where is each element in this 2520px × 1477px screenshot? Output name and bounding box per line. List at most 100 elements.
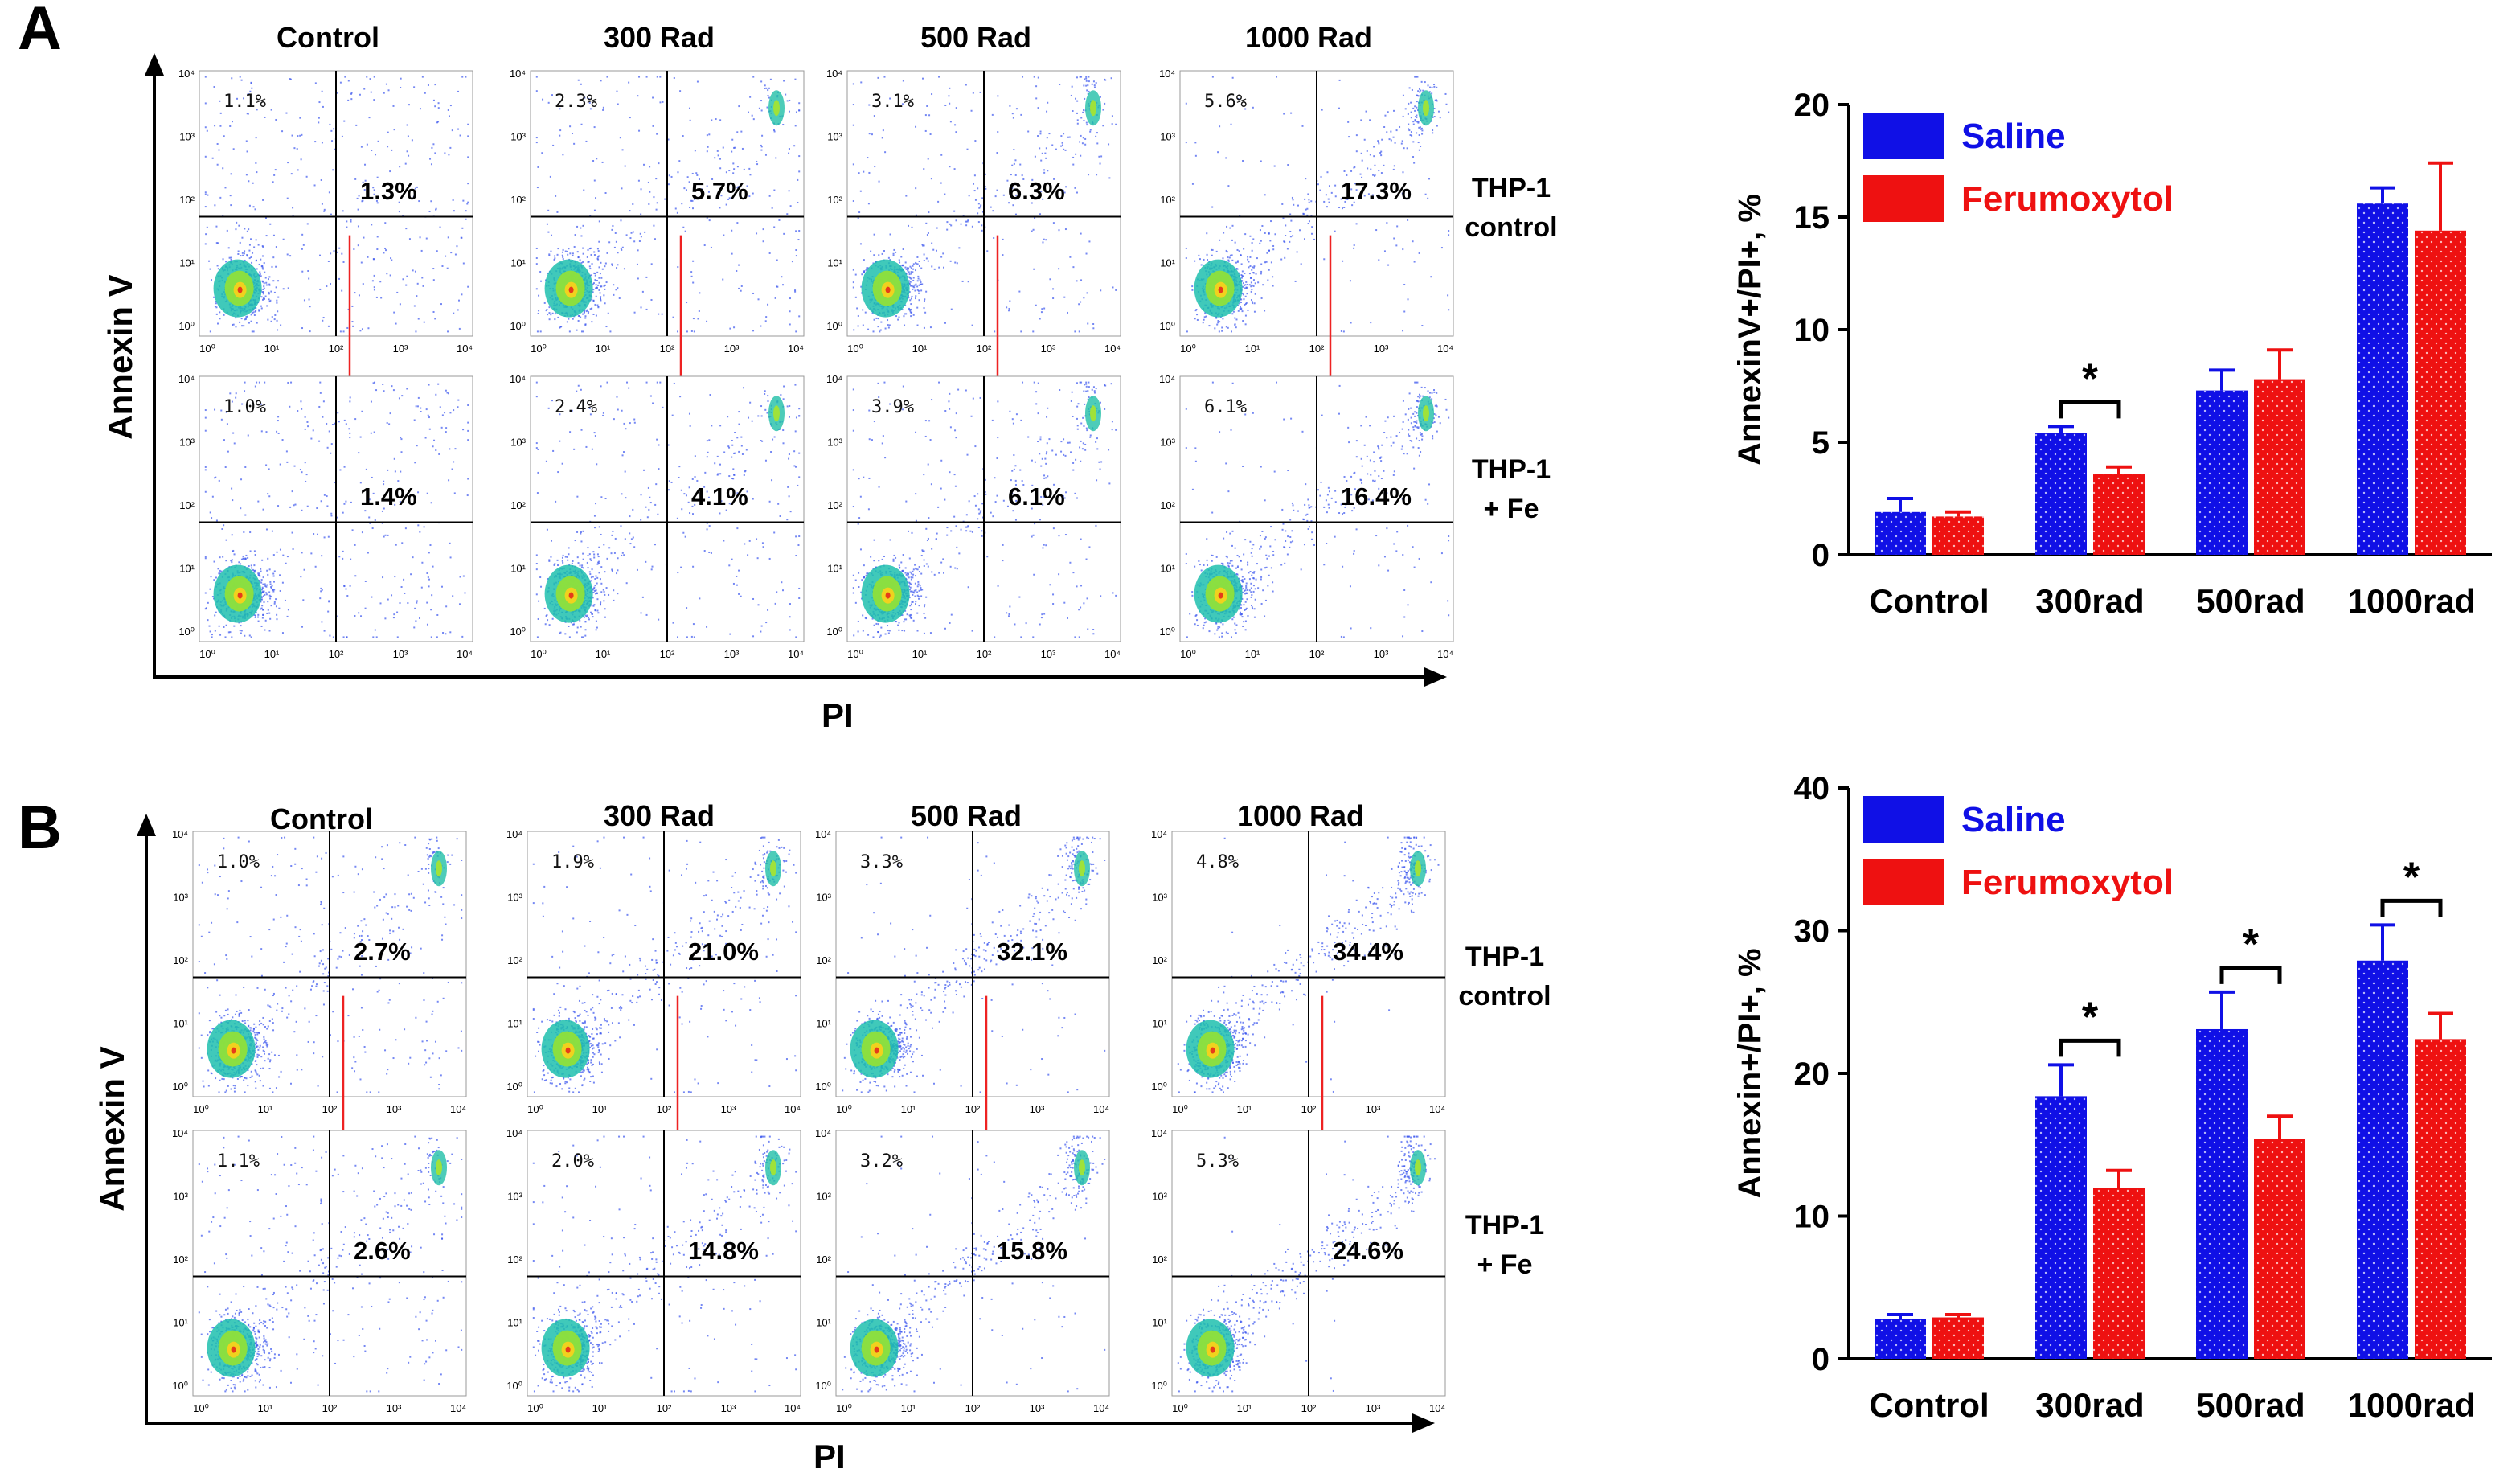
y-tick-label: 5 (1812, 425, 1830, 461)
flow-x-tick: 10⁰ (199, 343, 215, 355)
flow-x-tick: 10² (329, 343, 344, 355)
flow-y-tick: 10⁰ (172, 1380, 188, 1392)
quadrant-upper-right-percent: 14.8% (688, 1236, 759, 1265)
flow-y-tick: 10⁴ (815, 828, 831, 840)
flow-density-peak (874, 1346, 879, 1353)
significance-star: * (2243, 921, 2260, 968)
flow-density-late-core (1079, 1159, 1085, 1176)
flow-y-tick: 10⁰ (826, 626, 842, 638)
flow-x-tick: 10² (1301, 1402, 1317, 1414)
flow-x-tick: 10⁰ (847, 648, 863, 660)
flow-y-tick: 10³ (827, 437, 842, 449)
flow-x-tick: 10¹ (901, 1103, 916, 1115)
flow-x-tick: 10⁰ (836, 1103, 852, 1115)
flow-x-tick: 10³ (387, 1402, 402, 1414)
flow-density-peak (1218, 592, 1223, 599)
quadrant-upper-right-percent: 4.1% (691, 482, 748, 511)
flow-y-tick: 10¹ (179, 563, 195, 575)
flow-y-tick: 10³ (1160, 131, 1175, 143)
flow-x-tick: 10⁰ (527, 1402, 543, 1414)
y-tick-label: 40 (1794, 771, 1830, 806)
flow-density-peak (874, 1047, 879, 1054)
flow-y-tick: 10¹ (827, 257, 842, 269)
quadrant-upper-left-percent: 1.9% (551, 852, 594, 872)
flow-y-tick: 10² (507, 1253, 522, 1266)
flow-plot: 10⁰ 10⁰ 10¹ 10¹ 10² 10² 10³ 10³ 10⁴ 10⁴ (826, 373, 1121, 660)
quadrant-upper-right-percent: 21.0% (688, 937, 759, 966)
flow-plot: 10⁰ 10⁰ 10¹ 10¹ 10² 10² 10³ 10³ 10⁴ 10⁴ (172, 1127, 467, 1414)
flow-y-tick: 10⁰ (506, 1081, 522, 1093)
panel-b-row1-label: THP-1 control (1440, 937, 1569, 1017)
flow-y-tick: 10⁰ (172, 1081, 188, 1093)
flow-y-tick: 10³ (507, 892, 522, 904)
panel-a-condition-300: 300 Rad (603, 21, 715, 54)
flow-plot: 10⁰ 10⁰ 10¹ 10¹ 10² 10² 10³ 10³ 10⁴ 10⁴ (510, 68, 805, 429)
flow-plot-svg: 10⁰ 10⁰ 10¹ 10¹ 10² 10² 10³ 10³ 10⁴ 10⁴ (815, 1127, 1110, 1414)
flow-y-tick: 10⁴ (826, 373, 842, 385)
quadrant-upper-left-percent: 1.0% (223, 397, 266, 417)
flow-y-tick: 10¹ (816, 1018, 831, 1030)
quadrant-upper-left-percent: 2.0% (551, 1151, 594, 1171)
flow-x-tick: 10⁴ (785, 1402, 801, 1414)
flow-y-tick: 10¹ (1160, 257, 1175, 269)
flow-y-tick: 10⁰ (506, 1380, 522, 1392)
panel-b-row1-label-line1: THP-1 (1465, 942, 1545, 972)
flow-density-peak (1210, 1047, 1215, 1054)
flow-x-tick: 10⁰ (193, 1402, 209, 1414)
flow-x-tick: 10¹ (912, 343, 928, 355)
flow-x-tick: 10¹ (1245, 343, 1260, 355)
bar-ferumoxytol (2093, 474, 2145, 555)
flow-y-tick: 10² (1152, 1253, 1167, 1266)
bar-ferumoxytol (2415, 230, 2466, 555)
legend-swatch-ferumoxytol (1863, 175, 1944, 222)
flow-x-tick: 10⁴ (457, 648, 473, 660)
quadrant-upper-left-percent: 4.8% (1196, 852, 1239, 872)
flow-x-tick: 10¹ (592, 1103, 608, 1115)
panel-a-condition-control: Control (277, 21, 379, 54)
flow-x-tick: 10⁰ (531, 343, 547, 355)
flow-y-tick: 10⁴ (172, 1127, 188, 1139)
flow-y-tick: 10² (816, 954, 831, 966)
panel-a-letter: A (18, 0, 62, 63)
flow-y-tick: 10⁰ (1151, 1081, 1167, 1093)
flow-x-tick: 10³ (1030, 1103, 1045, 1115)
flow-x-tick: 10² (965, 1103, 981, 1115)
flow-density-peak (565, 1047, 571, 1054)
flow-plot-svg: 10⁰ 10⁰ 10¹ 10¹ 10² 10² 10³ 10³ 10⁴ 10⁴ (1159, 373, 1454, 660)
flow-y-tick: 10² (173, 954, 188, 966)
quadrant-upper-right-percent: 34.4% (1333, 937, 1403, 966)
flow-plot-svg: 10⁰ 10⁰ 10¹ 10¹ 10² 10² 10³ 10³ 10⁴ 10⁴ (1151, 828, 1446, 1190)
flow-x-tick: 10⁰ (1180, 343, 1196, 355)
bar-chart-svg: 0 5 10 15 20 AnnexinV+/PI+, % Control 300rad * 50… (1732, 88, 2492, 620)
flow-y-tick: 10⁴ (815, 1127, 831, 1139)
flow-x-tick: 10³ (393, 648, 408, 660)
bar-saline (2196, 1028, 2248, 1359)
flow-y-tick: 10⁴ (178, 373, 195, 385)
flow-y-tick: 10⁴ (1151, 1127, 1167, 1139)
panel-b-condition-500: 500 Rad (910, 799, 1022, 832)
flow-plot-svg: 10⁰ 10⁰ 10¹ 10¹ 10² 10² 10³ 10³ 10⁴ 10⁴ (172, 1127, 467, 1414)
flow-x-tick: 10³ (724, 648, 740, 660)
y-tick-label: 0 (1812, 1342, 1830, 1377)
flow-y-tick: 10² (827, 194, 842, 206)
flow-y-tick: 10² (179, 194, 195, 206)
flow-y-tick: 10² (173, 1253, 188, 1266)
flow-x-tick: 10² (1301, 1103, 1317, 1115)
panel-a-row1-label-line2: control (1465, 212, 1558, 244)
flow-density-peak (885, 286, 891, 293)
flow-y-tick: 10² (1160, 499, 1175, 511)
bar-chart-a: 0 5 10 15 20 AnnexinV+/PI+, % Control 300rad * 50… (1672, 80, 2516, 643)
quadrant-upper-right-percent: 32.1% (997, 937, 1067, 966)
x-category-label: 500rad (2196, 582, 2305, 620)
x-category-label: 300rad (2035, 1386, 2144, 1424)
panel-b-row1-label-line2: control (1458, 981, 1551, 1012)
flow-x-tick: 10⁴ (1429, 1402, 1445, 1414)
flow-density-peak (237, 592, 243, 599)
y-axis-label: Annexin+/PI+, % (1732, 948, 1768, 1198)
panel-b-row2-label: THP-1 + Fe (1440, 1206, 1569, 1286)
flow-plot: 10⁰ 10⁰ 10¹ 10¹ 10² 10² 10³ 10³ 10⁴ 10⁴ (1159, 373, 1454, 660)
flow-x-tick: 10⁰ (1172, 1103, 1188, 1115)
flow-density-late-core (436, 1159, 442, 1176)
flow-x-tick: 10² (660, 648, 675, 660)
flow-x-tick: 10³ (721, 1402, 736, 1414)
